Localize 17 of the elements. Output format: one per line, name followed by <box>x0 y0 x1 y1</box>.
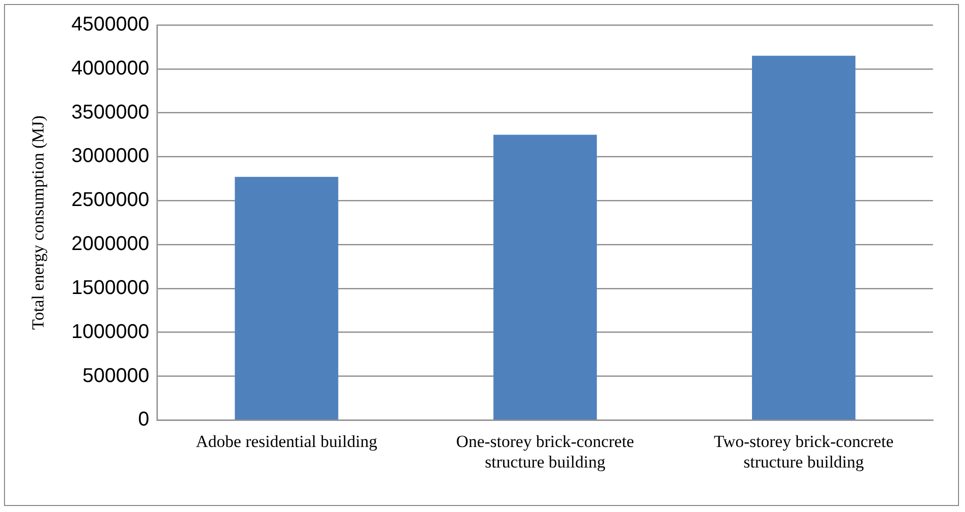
bar <box>493 134 597 420</box>
y-tick-label: 1500000 <box>71 276 150 299</box>
y-tick-label: 3500000 <box>71 101 150 124</box>
y-tick-label: 0 <box>138 408 150 431</box>
y-tick-label: 1000000 <box>71 320 150 343</box>
y-tick-label: 500000 <box>82 364 150 387</box>
y-tick-label: 2500000 <box>71 189 150 212</box>
bar <box>234 176 338 420</box>
y-tick-label: 4000000 <box>71 57 150 80</box>
y-tick-label: 2000000 <box>71 233 150 256</box>
bar <box>752 56 856 420</box>
y-axis-title: Total energy consumption (MJ) <box>28 115 48 330</box>
x-tick-label: Adobe residential building <box>196 432 378 451</box>
y-tick-label: 3000000 <box>71 145 150 168</box>
x-tick-label: One-storey brick-concrete structure building <box>456 432 634 472</box>
x-tick-label: Two-storey brick-concrete structure building <box>714 432 894 472</box>
y-tick-label: 4500000 <box>71 14 150 36</box>
